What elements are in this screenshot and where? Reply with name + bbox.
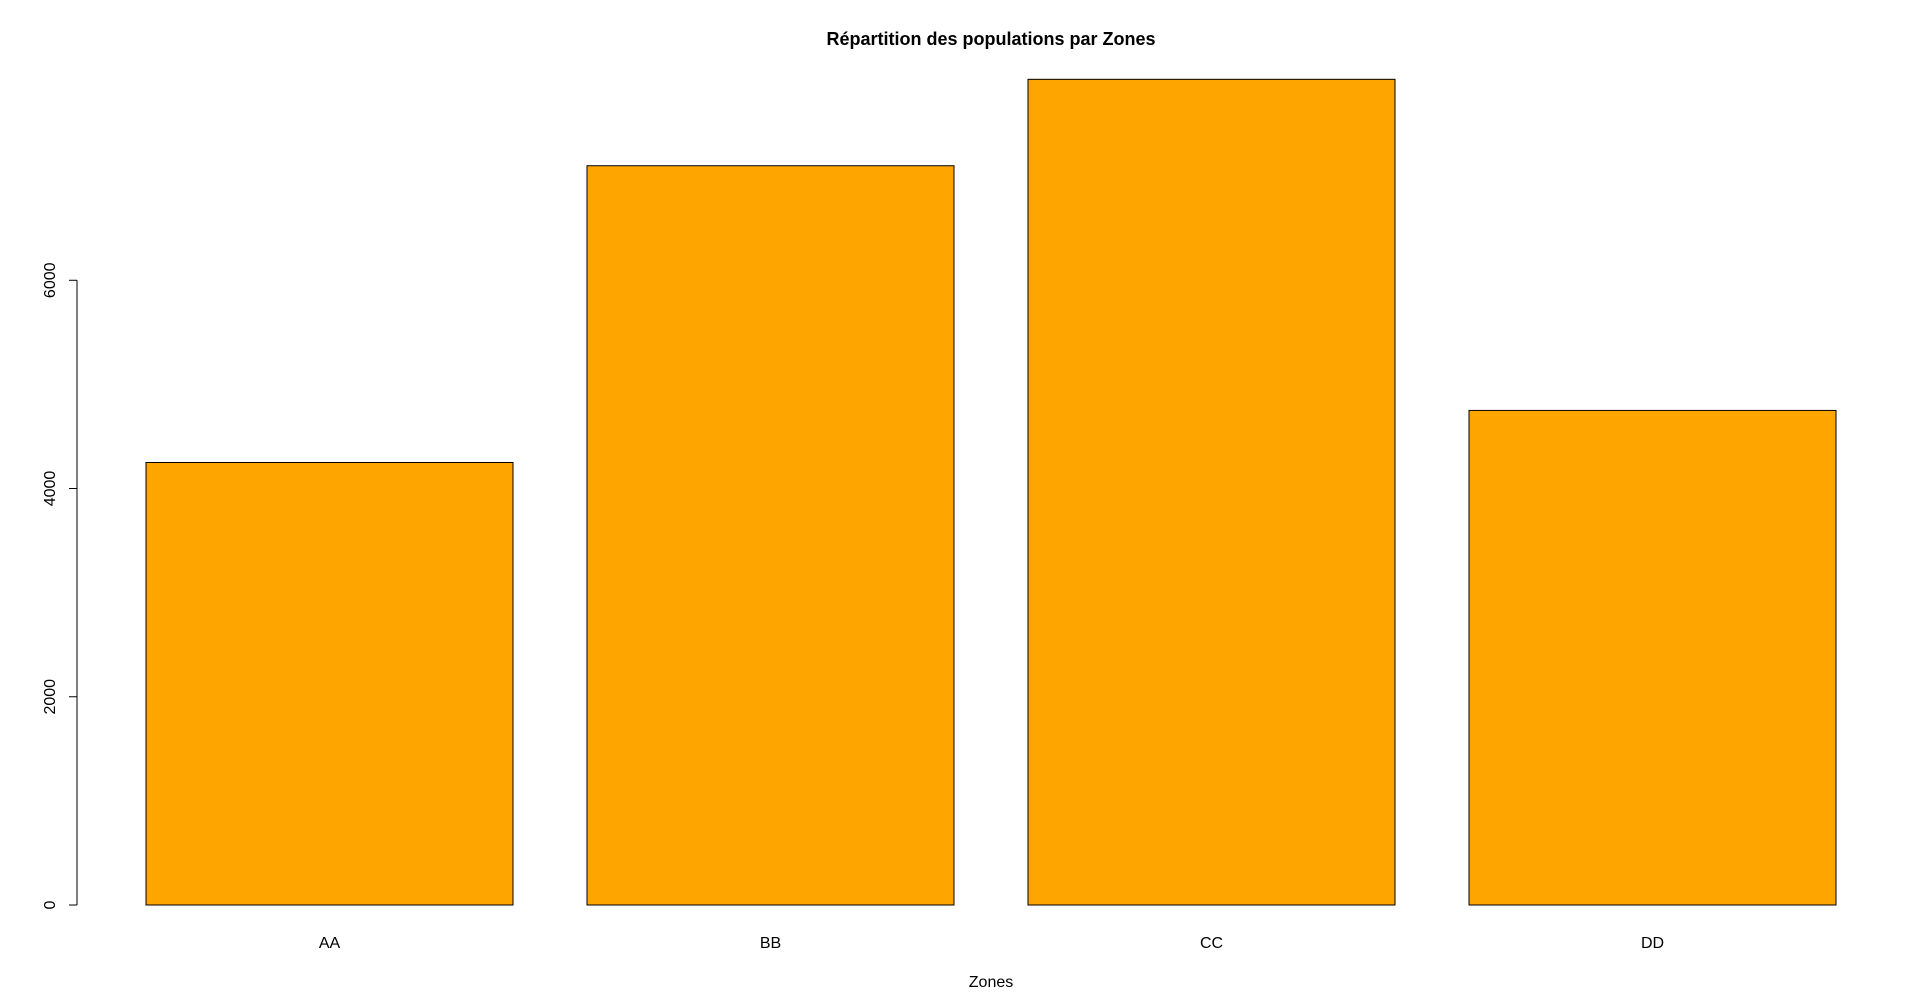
x-axis-label: Zones — [969, 974, 1013, 991]
y-tick-label: 6000 — [42, 262, 59, 298]
bar — [145, 461, 514, 906]
bar — [1468, 409, 1837, 906]
x-tick-label: AA — [319, 935, 341, 952]
x-tick-label: CC — [1200, 935, 1223, 952]
bar — [586, 165, 955, 906]
y-tick-label: 0 — [42, 900, 59, 909]
x-tick-label: BB — [760, 935, 781, 952]
chart-title: Répartition des populations par Zones — [826, 29, 1155, 49]
y-tick-label: 2000 — [42, 679, 59, 715]
x-tick-label: DD — [1641, 935, 1664, 952]
bar — [1027, 78, 1396, 906]
y-tick-label: 4000 — [42, 471, 59, 507]
